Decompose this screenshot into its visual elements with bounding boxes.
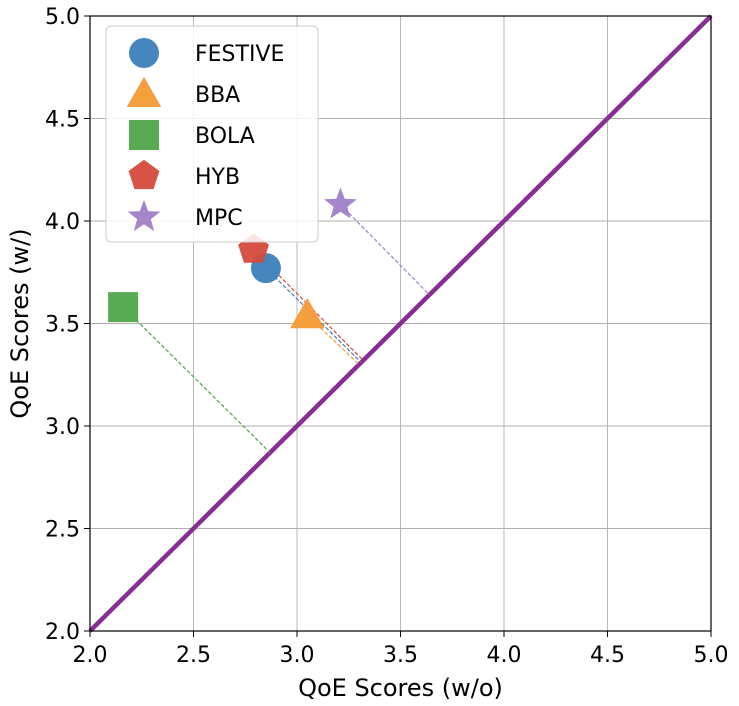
x-tick-label: 3.0 bbox=[280, 643, 315, 668]
y-tick-label: 3.5 bbox=[45, 313, 80, 338]
y-axis-ticks: 2.0 2.5 3.0 3.5 4.0 4.5 5.0 bbox=[45, 5, 90, 645]
projection-line-mpc bbox=[340, 204, 430, 296]
x-tick-label: 2.5 bbox=[176, 643, 211, 668]
y-tick-label: 4.5 bbox=[45, 108, 80, 133]
legend-box bbox=[105, 25, 319, 243]
y-axis-label: QoE Scores (w/) bbox=[6, 228, 34, 418]
data-point-bola bbox=[108, 292, 139, 323]
reference-line bbox=[88, 14, 713, 633]
x-tick-label: 2.0 bbox=[73, 643, 108, 668]
x-axis-ticks: 2.0 2.5 3.0 3.5 4.0 4.5 5.0 bbox=[73, 631, 729, 668]
legend-marker-mpc bbox=[127, 199, 161, 231]
y-tick-label: 2.0 bbox=[45, 620, 80, 645]
y-tick-label: 5.0 bbox=[45, 5, 80, 30]
x-tick-label: 4.5 bbox=[590, 643, 625, 668]
legend-marker-bba bbox=[126, 76, 162, 107]
legend-label-hyb: HYB bbox=[195, 165, 240, 190]
x-axis-label: QoE Scores (w/o) bbox=[298, 674, 503, 702]
reference-line-layer bbox=[88, 14, 713, 633]
legend-marker-festive bbox=[129, 38, 159, 68]
legend-marker-hyb bbox=[128, 159, 160, 190]
y-tick-label: 4.0 bbox=[45, 210, 80, 235]
x-tick-label: 3.5 bbox=[383, 643, 418, 668]
legend-label-festive: FESTIVE bbox=[195, 42, 284, 67]
legend-label-mpc: MPC bbox=[195, 206, 243, 231]
legend-label-bola: BOLA bbox=[195, 124, 255, 149]
x-tick-label: 5.0 bbox=[694, 643, 729, 668]
data-point-mpc bbox=[324, 187, 357, 219]
data-point-bba bbox=[290, 298, 325, 329]
x-tick-label: 4.0 bbox=[487, 643, 522, 668]
legend: FESTIVE BBA BOLA HYB MPC bbox=[105, 25, 319, 243]
y-tick-label: 2.5 bbox=[45, 518, 80, 543]
projection-line-bola bbox=[122, 306, 271, 454]
legend-label-bba: BBA bbox=[195, 83, 240, 108]
legend-marker-bola bbox=[129, 120, 159, 150]
y-tick-label: 3.0 bbox=[45, 415, 80, 440]
